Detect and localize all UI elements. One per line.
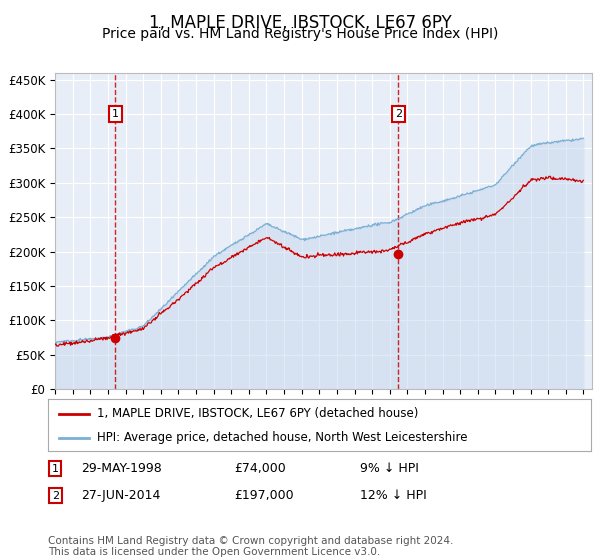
Text: 1: 1 (52, 464, 59, 474)
Text: Contains HM Land Registry data © Crown copyright and database right 2024.
This d: Contains HM Land Registry data © Crown c… (48, 535, 454, 557)
Text: £197,000: £197,000 (234, 489, 293, 502)
Text: 9% ↓ HPI: 9% ↓ HPI (360, 462, 419, 475)
Text: 1, MAPLE DRIVE, IBSTOCK, LE67 6PY (detached house): 1, MAPLE DRIVE, IBSTOCK, LE67 6PY (detac… (97, 407, 418, 420)
Text: 29-MAY-1998: 29-MAY-1998 (81, 462, 162, 475)
Text: £74,000: £74,000 (234, 462, 286, 475)
Text: 1: 1 (112, 109, 119, 119)
Text: 2: 2 (395, 109, 402, 119)
Text: 12% ↓ HPI: 12% ↓ HPI (360, 489, 427, 502)
Text: Price paid vs. HM Land Registry's House Price Index (HPI): Price paid vs. HM Land Registry's House … (102, 27, 498, 41)
Text: 27-JUN-2014: 27-JUN-2014 (81, 489, 160, 502)
Text: 1, MAPLE DRIVE, IBSTOCK, LE67 6PY: 1, MAPLE DRIVE, IBSTOCK, LE67 6PY (149, 14, 451, 32)
Text: HPI: Average price, detached house, North West Leicestershire: HPI: Average price, detached house, Nort… (97, 431, 467, 445)
Text: 2: 2 (52, 491, 59, 501)
